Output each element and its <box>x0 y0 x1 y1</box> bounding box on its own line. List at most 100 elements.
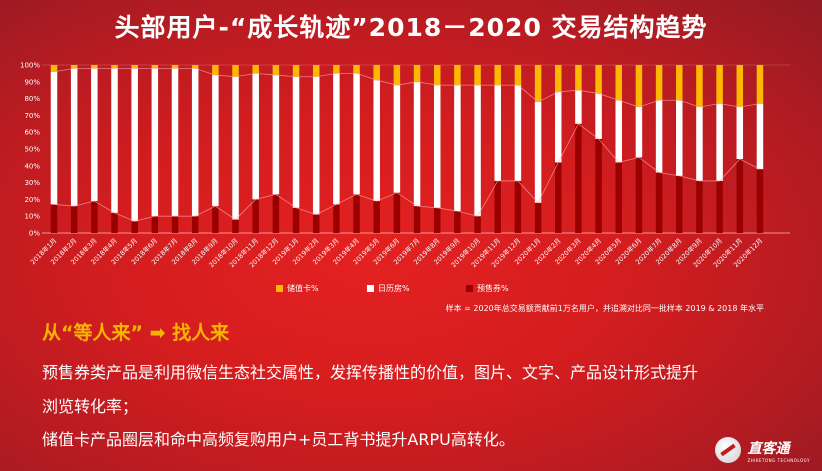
bar-segment-stored-card <box>333 65 340 74</box>
bar-segment-stored-card <box>252 65 259 74</box>
bar-segment-stored-card <box>272 65 280 76</box>
section-heading: 从“等人来” ➡ 找人来 <box>42 322 230 344</box>
bar-segment-presale <box>494 180 501 233</box>
bar-segment-calendar-room <box>252 73 259 200</box>
bar-segment-calendar-room <box>676 100 683 176</box>
bar-segment-calendar-room <box>595 93 602 139</box>
bar-segment-calendar-room <box>514 85 522 181</box>
bar-segment-calendar-room <box>635 107 643 158</box>
bar-segment-calendar-room <box>333 73 340 205</box>
bar-segment-stored-card <box>292 65 300 77</box>
bar-segment-calendar-room <box>736 107 744 160</box>
bar-segment-calendar-room <box>393 85 401 193</box>
legend-label: 储值卡% <box>287 284 319 293</box>
bar-segment-presale <box>716 180 723 233</box>
page-title: 头部用户-“成长轨迹”2018－2020 交易结构趋势 <box>114 13 708 42</box>
bar-segment-presale <box>70 206 78 233</box>
bar-segment-calendar-room <box>151 68 159 217</box>
y-tick-label: 50% <box>24 146 40 154</box>
y-tick-label: 70% <box>24 112 40 120</box>
bar-segment-stored-card <box>70 65 78 69</box>
y-tick-label: 90% <box>24 78 40 86</box>
bar-segment-calendar-room <box>353 73 360 195</box>
sample-note: 样本 = 2020年总交易额贡献前1万名用户，并追溯对比同一批样本 2019 &… <box>445 304 764 313</box>
y-tick-label: 30% <box>24 179 40 187</box>
bar-segment-calendar-room <box>292 76 300 208</box>
bar-segment-stored-card <box>534 65 542 102</box>
bar-segment-stored-card <box>91 65 98 69</box>
bar-segment-stored-card <box>494 65 501 86</box>
bar-segment-stored-card <box>595 65 602 94</box>
bar-segment-calendar-room <box>756 103 764 170</box>
bar-segment-presale <box>232 219 239 233</box>
series-connector-line <box>53 123 761 222</box>
bar-segment-presale <box>292 207 300 233</box>
y-tick-label: 40% <box>24 162 40 170</box>
bar-segment-calendar-room <box>454 85 461 212</box>
bar-segment-calendar-room <box>312 76 320 215</box>
bar-segment-presale <box>595 138 602 233</box>
legend-item-calendar-room: 日历房% <box>367 283 410 294</box>
bar-segment-stored-card <box>433 65 441 86</box>
bar-segment-stored-card <box>212 65 219 76</box>
bar-segment-presale <box>655 172 663 233</box>
bar-segment-presale <box>373 201 380 233</box>
bar-segment-stored-card <box>111 65 118 69</box>
bar-segment-presale <box>555 162 562 233</box>
bar-segment-calendar-room <box>232 76 239 220</box>
bar-segment-presale <box>413 206 421 233</box>
bar-segment-presale <box>212 206 219 233</box>
bar-segment-stored-card <box>514 65 522 86</box>
y-tick-label: 80% <box>24 95 40 103</box>
bar-segment-calendar-room <box>272 75 280 195</box>
bar-segment-presale <box>312 214 320 233</box>
bar-segment-stored-card <box>635 65 643 107</box>
stacked-bar-chart: 0%10%20%30%40%50%60%70%80%90%100%2018年1月… <box>20 62 790 269</box>
body-text-line: 预售券类产品是利用微信生态社交属性，发挥传播性的价值，图片、文字、产品设计形式提… <box>42 363 699 382</box>
bar-segment-calendar-room <box>373 80 380 202</box>
y-tick-label: 0% <box>29 230 40 238</box>
company-logo: 直客通 ZHIKETONG TECHNOLOGY <box>715 437 810 463</box>
bar-segment-calendar-room <box>494 85 501 181</box>
y-tick-label: 20% <box>24 196 40 204</box>
logo-icon <box>715 437 742 463</box>
bar-segment-calendar-room <box>70 68 78 207</box>
bar-segment-presale <box>171 216 179 233</box>
y-tick-label: 100% <box>20 62 40 70</box>
bar-segment-presale <box>333 204 340 233</box>
bar-segment-calendar-room <box>655 100 663 173</box>
bar-segment-stored-card <box>131 65 138 69</box>
bar-segment-presale <box>615 162 623 233</box>
legend-swatch-calendar-room <box>367 285 374 292</box>
bar-segment-stored-card <box>413 65 421 82</box>
bar-segment-stored-card <box>555 65 562 92</box>
series-connector-line <box>53 67 761 108</box>
bar-segment-presale <box>111 212 118 233</box>
bar-segment-presale <box>635 157 643 233</box>
bar-segment-calendar-room <box>555 91 562 163</box>
legend-item-stored-card: 储值卡% <box>276 283 319 294</box>
bar-segment-calendar-room <box>50 71 58 205</box>
bar-segment-stored-card <box>373 65 380 81</box>
bar-segment-presale <box>756 169 764 233</box>
bar-segment-stored-card <box>393 65 401 86</box>
bar-segment-presale <box>514 180 522 233</box>
bar-segment-presale <box>696 180 703 233</box>
bar-segment-presale <box>676 175 683 233</box>
bar-segment-stored-card <box>716 65 723 104</box>
y-tick-label: 10% <box>24 213 40 221</box>
bar-segment-calendar-room <box>433 85 441 208</box>
legend-item-presale: 预售券% <box>466 283 509 294</box>
y-tick-label: 60% <box>24 129 40 137</box>
bar-segment-stored-card <box>736 65 744 107</box>
bar-segment-presale <box>575 123 582 233</box>
bar-segment-stored-card <box>171 65 179 69</box>
bar-segment-presale <box>454 211 461 233</box>
bar-segment-presale <box>151 216 159 233</box>
bar-segment-stored-card <box>676 65 683 101</box>
bar-segment-calendar-room <box>696 107 703 181</box>
bar-segment-calendar-room <box>191 68 199 217</box>
bar-segment-stored-card <box>575 65 582 91</box>
body-text-line: 储值卡产品圈层和命中高频复购用户+员工背书提升ARPU高转化。 <box>42 430 515 449</box>
bar-segment-calendar-room <box>171 68 179 217</box>
